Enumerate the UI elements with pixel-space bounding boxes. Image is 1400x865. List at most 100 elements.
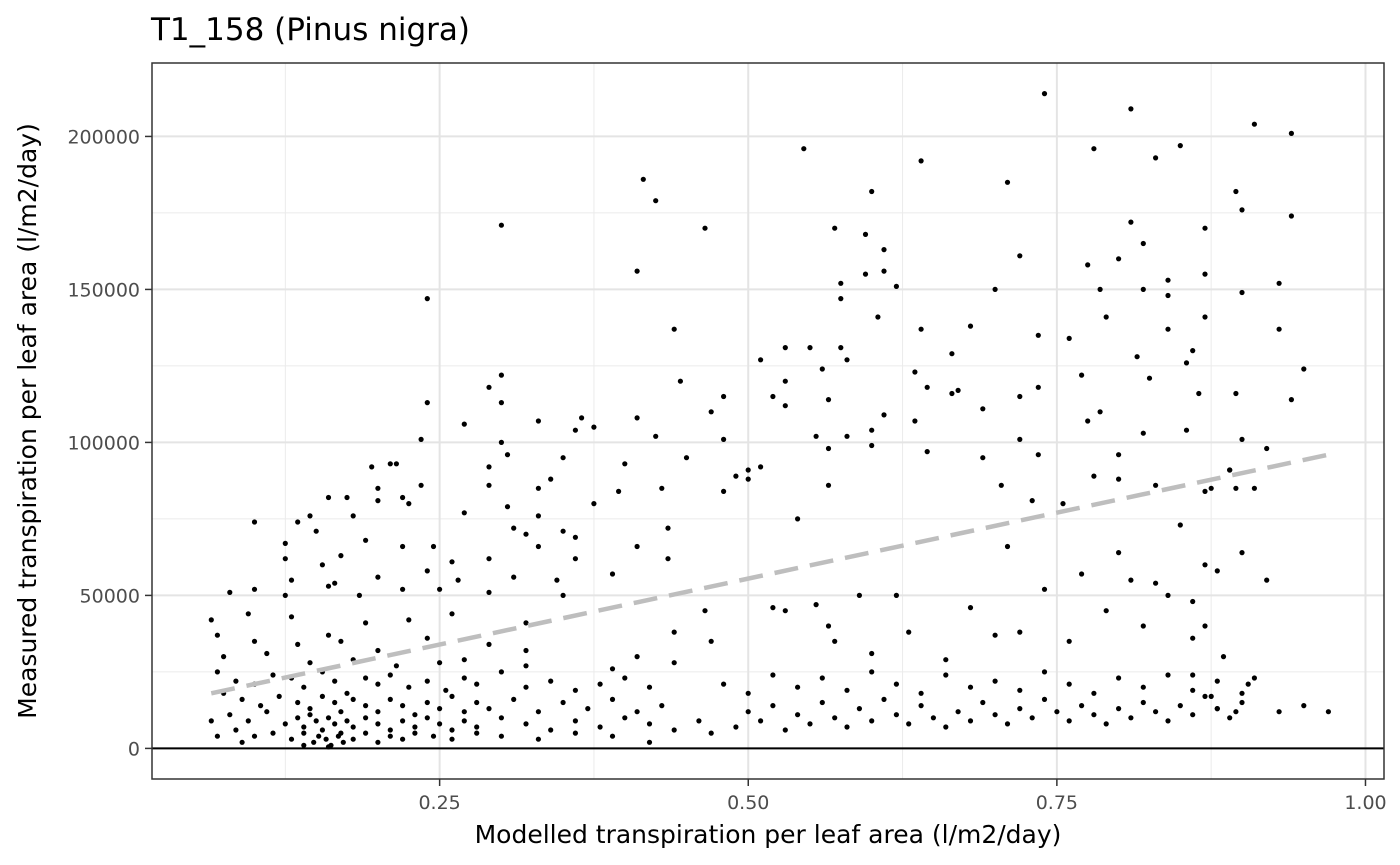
data-point [338, 638, 344, 644]
data-point [807, 721, 813, 727]
data-point [239, 696, 245, 703]
data-point [609, 666, 616, 672]
data-point [943, 724, 949, 730]
data-point [461, 421, 467, 427]
data-point [338, 553, 344, 559]
data-point [653, 198, 659, 204]
data-point [560, 528, 566, 534]
data-point [813, 602, 819, 608]
data-point [498, 669, 504, 675]
data-point [671, 727, 677, 733]
data-point [992, 678, 998, 684]
data-point [340, 739, 346, 745]
data-point [1079, 372, 1085, 378]
data-point [430, 733, 437, 739]
data-point [400, 494, 406, 501]
data-point [1183, 427, 1190, 433]
data-point [523, 647, 529, 654]
data-point [1097, 286, 1103, 292]
data-point [634, 654, 640, 660]
data-point [1079, 571, 1085, 577]
data-point [646, 684, 653, 690]
data-point [967, 684, 974, 690]
data-point [363, 703, 369, 709]
data-point [795, 516, 801, 522]
data-point [1233, 485, 1239, 491]
y-tick-label: 50000 [80, 585, 140, 607]
data-point [1134, 354, 1140, 360]
data-point [572, 427, 579, 433]
data-point [387, 727, 393, 733]
data-point [264, 709, 270, 715]
data-point [782, 727, 788, 733]
data-point [325, 715, 332, 721]
data-point [461, 718, 467, 724]
data-point [1251, 675, 1257, 681]
data-point [363, 730, 369, 736]
data-point [498, 372, 504, 378]
data-point [548, 678, 554, 684]
data-point [335, 733, 341, 739]
data-point [245, 611, 251, 617]
data-point [579, 415, 585, 421]
data-point [251, 733, 258, 739]
data-point [486, 706, 492, 712]
data-point [609, 571, 616, 577]
data-point [609, 733, 616, 739]
data-point [1103, 608, 1109, 614]
data-point [1035, 384, 1041, 390]
data-point [1177, 703, 1183, 709]
data-point [325, 494, 332, 501]
data-point [782, 378, 788, 384]
data-point [251, 586, 258, 592]
data-point [659, 703, 665, 709]
data-point [967, 323, 974, 329]
data-point [671, 629, 677, 635]
data-point [677, 378, 684, 384]
data-point [1128, 219, 1134, 225]
data-point [1035, 332, 1041, 338]
data-point [1017, 393, 1023, 400]
data-point [745, 690, 751, 696]
data-point [313, 718, 319, 724]
data-point [288, 736, 295, 742]
data-point [437, 706, 443, 712]
data-point [1140, 430, 1146, 436]
data-point [344, 690, 350, 696]
data-point [344, 718, 350, 724]
data-point [702, 608, 708, 614]
data-point [1190, 672, 1196, 678]
data-point [1091, 473, 1097, 479]
data-point [1288, 397, 1294, 403]
data-point [770, 393, 776, 400]
data-point [461, 657, 467, 663]
data-point [992, 632, 998, 638]
data-point [332, 699, 338, 706]
minor-gridlines [152, 63, 1384, 779]
data-point [400, 736, 406, 742]
data-point [474, 681, 480, 687]
trend-line-segment [210, 452, 1329, 696]
data-point [955, 387, 961, 393]
data-point [659, 485, 665, 491]
data-point [1116, 452, 1122, 458]
data-point [338, 709, 344, 715]
data-point [770, 672, 776, 678]
data-point [770, 605, 776, 611]
data-point [1202, 693, 1208, 700]
data-point [640, 176, 646, 182]
data-point [449, 611, 455, 617]
data-point [838, 296, 844, 302]
data-point [1190, 635, 1196, 641]
x-tick-label: 0.50 [727, 792, 769, 814]
data-point [1140, 623, 1146, 629]
data-point [980, 699, 986, 706]
data-point [375, 739, 381, 745]
data-point [282, 721, 288, 727]
data-point [504, 452, 511, 458]
data-point [1190, 687, 1196, 693]
plot-panel-border [151, 62, 1385, 780]
data-point [486, 641, 492, 648]
data-point [862, 271, 869, 277]
data-point [801, 146, 807, 152]
